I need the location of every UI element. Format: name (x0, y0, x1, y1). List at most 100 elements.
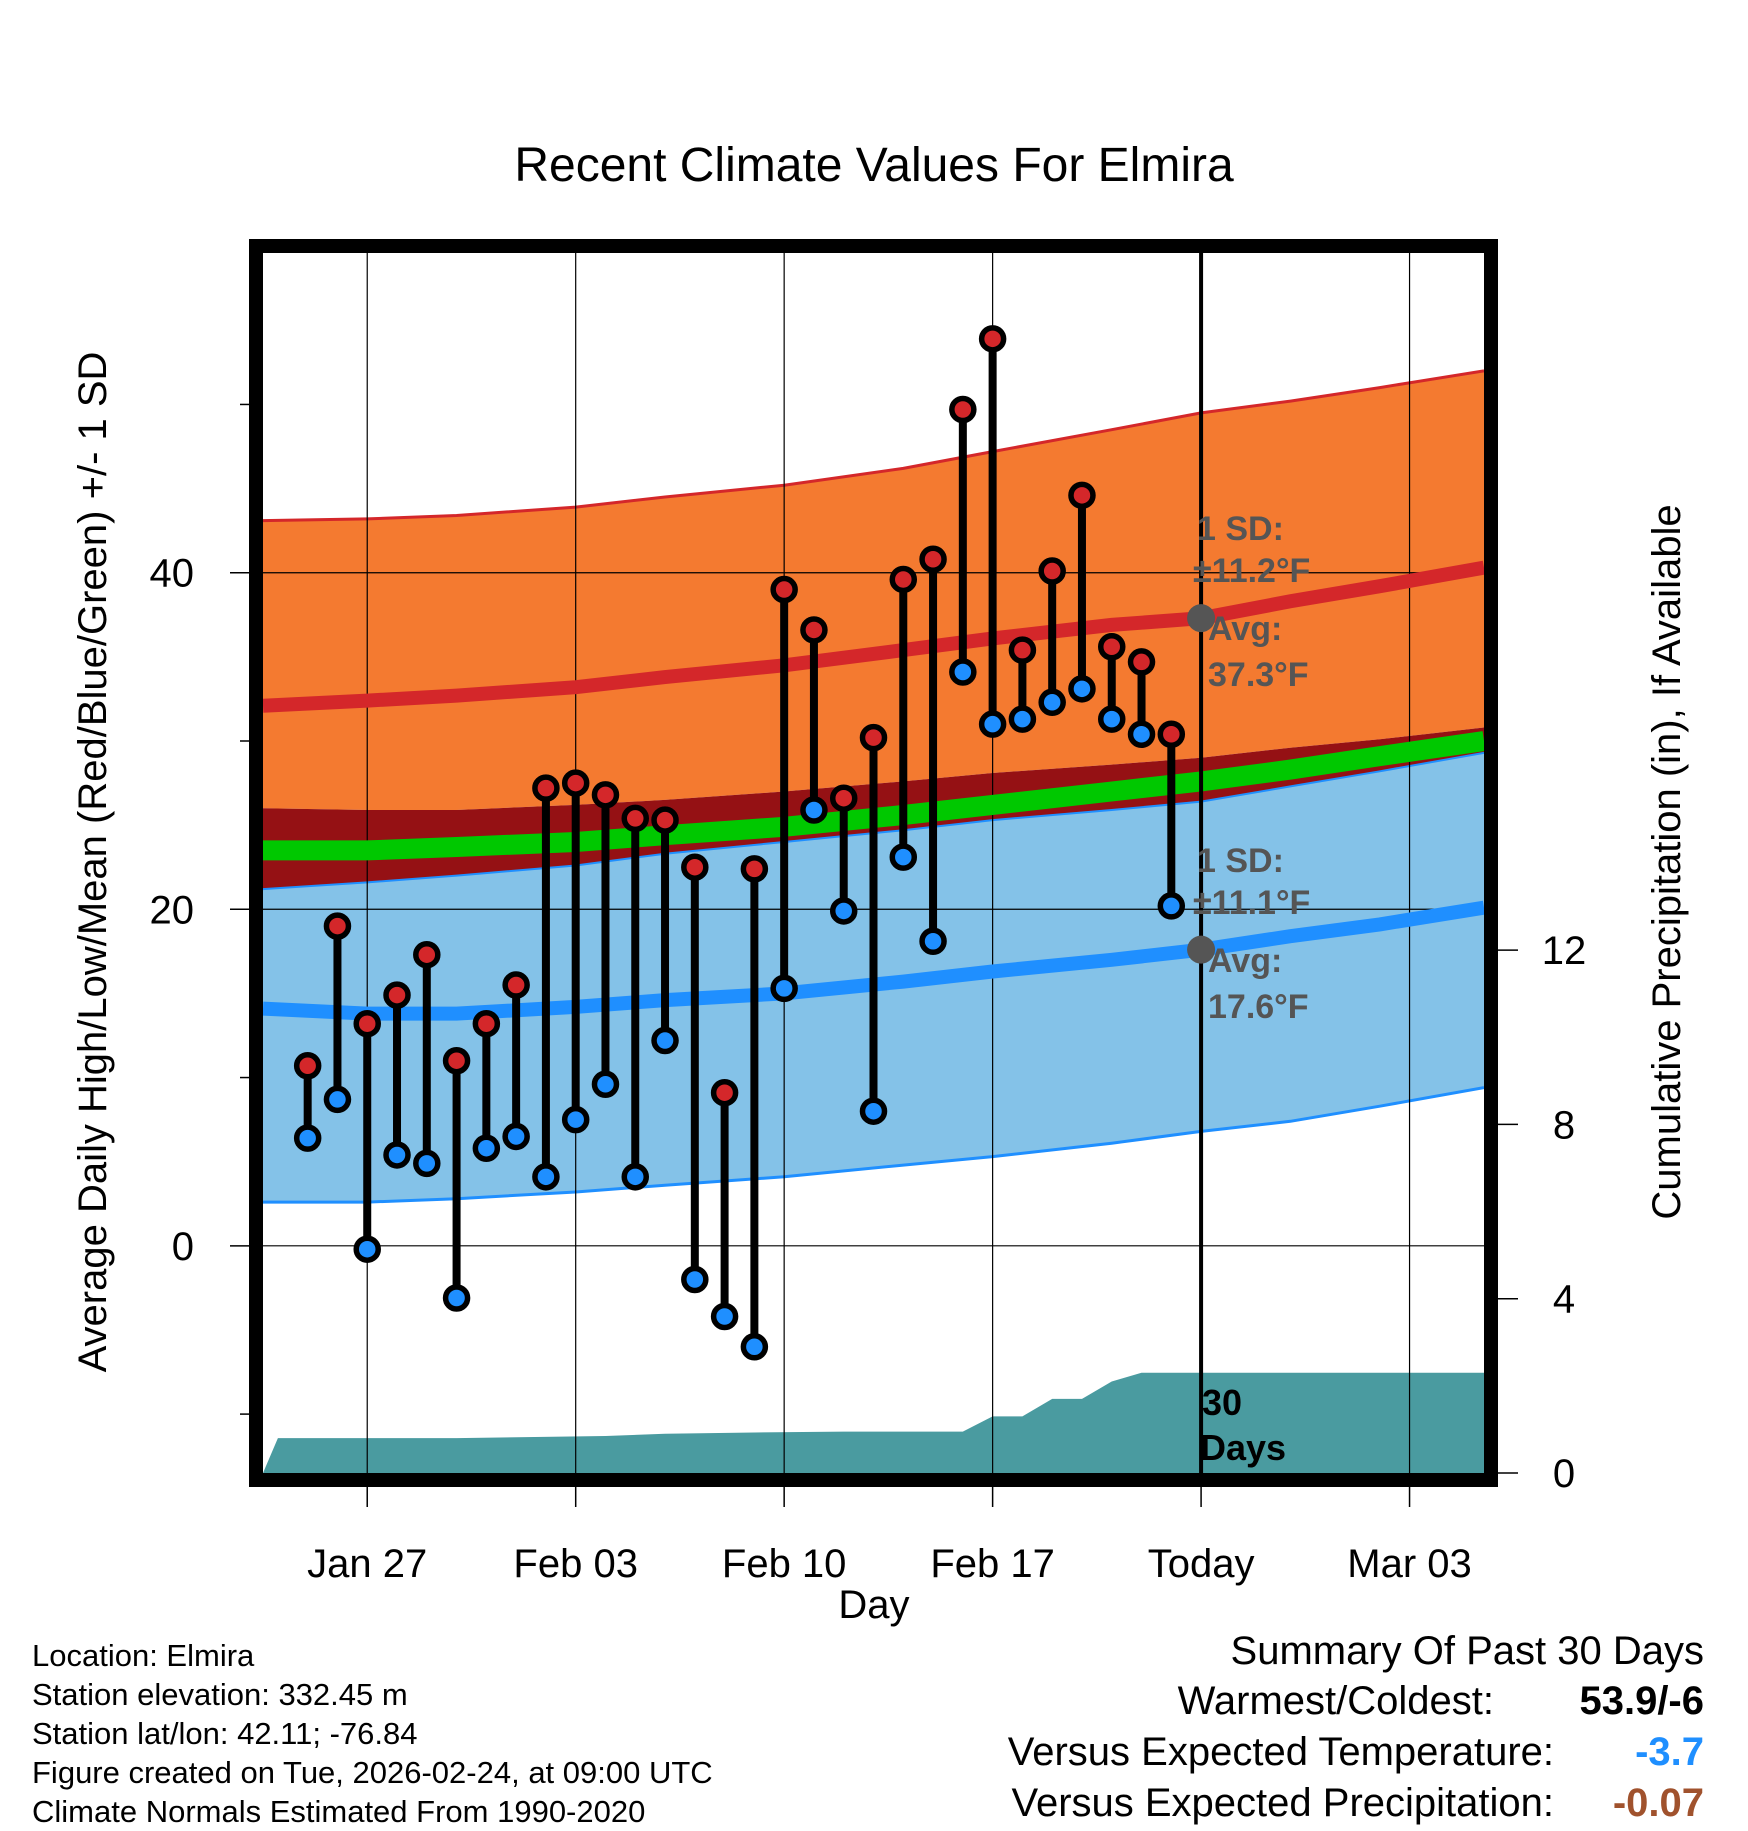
low-avg-value: 17.6°F (1208, 988, 1309, 1026)
obs-low-point (502, 1122, 530, 1151)
high-sd-value: ±11.2°F (1193, 552, 1310, 590)
obs-high-point (293, 1052, 322, 1080)
obs-high-point (651, 806, 679, 834)
summary-panel: Summary Of Past 30 Days Warmest/Coldest:… (904, 1626, 1704, 1829)
y2-tick-label: 8 (1553, 1103, 1575, 1147)
y-tick-label: 20 (150, 888, 195, 932)
summary-title: Summary Of Past 30 Days (1230, 1629, 1704, 1673)
low-avg-dot (1187, 935, 1216, 964)
obs-low-point (1038, 688, 1066, 717)
obs-high-point (413, 940, 441, 969)
obs-low-point (889, 843, 918, 871)
y2-tick-label: 4 (1553, 1278, 1575, 1322)
obs-low-point (1068, 675, 1096, 703)
obs-high-point (383, 981, 411, 1009)
y2-tick-label: 12 (1542, 929, 1587, 973)
precip-anomaly-label: Versus Expected Precipitation: (1011, 1781, 1554, 1825)
obs-low-point (949, 658, 977, 686)
obs-high-point (353, 1009, 381, 1038)
y-axis-label: Average Daily High/Low/Mean (Red/Blue/Gr… (71, 352, 115, 1373)
obs-high-point (740, 855, 769, 883)
plot-area (263, 253, 1484, 1473)
low-avg-label: Avg: (1208, 942, 1282, 980)
obs-high-point (770, 575, 798, 604)
high-avg-value: 37.3°F (1208, 656, 1309, 694)
latlon-text: Station lat/lon: 42.11; -76.84 (32, 1716, 418, 1751)
obs-high-point (1097, 633, 1126, 661)
axis-ticks (230, 403, 1518, 1507)
obs-high-point (1157, 720, 1186, 749)
obs-low-point (532, 1163, 560, 1191)
obs-low-point (770, 974, 798, 1003)
station-info: Location: Elmira Station elevation: 332.… (32, 1636, 713, 1831)
high-sd-label: 1 SD: (1197, 510, 1284, 548)
normals-text: Climate Normals Estimated From 1990-2020 (32, 1794, 646, 1829)
obs-low-point (561, 1105, 590, 1134)
annotations: 1 SD: ±11.2°F Avg: 37.3°F 1 SD: ±11.1°F … (1187, 510, 1310, 1468)
obs-high-point (502, 971, 530, 999)
y-tick-label: 0 (172, 1225, 194, 1269)
obs-low-point (1008, 705, 1037, 733)
location-text: Location: Elmira (32, 1638, 255, 1673)
obs-high-point (1068, 481, 1096, 510)
y-tick-label: 40 (150, 552, 195, 596)
obs-high-point (1127, 648, 1156, 676)
created-text: Figure created on Tue, 2026-02-24, at 09… (32, 1755, 713, 1790)
obs-low-point (978, 710, 1007, 738)
obs-low-point (413, 1149, 441, 1178)
obs-high-point (949, 395, 977, 424)
observations (293, 325, 1186, 1361)
days-note-number: 30 (1202, 1382, 1242, 1423)
obs-low-point (591, 1070, 620, 1099)
obs-high-point (472, 1009, 501, 1038)
obs-high-point (621, 804, 650, 833)
obs-low-point (293, 1124, 322, 1152)
high-avg-label: Avg: (1208, 610, 1282, 648)
cumulative-precip-area (263, 1372, 1484, 1473)
obs-high-point (323, 912, 352, 940)
obs-high-point (1008, 636, 1037, 664)
obs-low-point (681, 1265, 709, 1294)
obs-high-point (800, 616, 828, 644)
y2-tick-label: 0 (1553, 1452, 1575, 1496)
summary-row-precip: Versus Expected Precipitation: -0.07 (904, 1778, 1704, 1829)
obs-low-point (353, 1235, 381, 1263)
obs-high-point (919, 545, 947, 574)
obs-high-point (561, 769, 590, 797)
obs-high-point (532, 774, 560, 802)
obs-low-point (919, 927, 947, 955)
obs-low-point (1127, 720, 1156, 749)
x-tick-label: Today (1148, 1542, 1255, 1586)
obs-low-point (323, 1085, 352, 1114)
days-note-label: Days (1200, 1427, 1286, 1468)
obs-low-point (651, 1026, 679, 1055)
warmest-coldest-label: Warmest/Coldest: (1177, 1679, 1494, 1723)
obs-high-point (681, 853, 709, 881)
obs-low-point (859, 1097, 888, 1125)
obs-high-point (829, 784, 858, 812)
obs-high-point (889, 565, 918, 594)
elevation-text: Station elevation: 332.45 m (32, 1677, 408, 1712)
obs-high-point (710, 1078, 739, 1107)
obs-low-point (442, 1284, 471, 1312)
obs-low-point (621, 1163, 650, 1191)
low-sd-label: 1 SD: (1197, 842, 1284, 880)
plot-frame (249, 239, 1498, 1487)
obs-low-point (472, 1134, 501, 1162)
x-tick-label: Feb 03 (513, 1542, 638, 1586)
low-mean-line (263, 900, 1484, 1021)
x-tick-label: Mar 03 (1347, 1542, 1472, 1586)
y2-axis-label: Cumulative Precipitation (in), If Availa… (1645, 504, 1689, 1219)
obs-high-point (442, 1046, 471, 1075)
high-upper-sd-line (263, 369, 1484, 523)
tick-labels: 0 20 40 0 4 8 12 Jan 27 Feb 03 Feb 10 Feb 17 Today M… (150, 552, 1587, 1586)
obs-high-point (1038, 557, 1066, 585)
obs-low-point (740, 1333, 769, 1361)
chart-title: Recent Climate Values For Elmira (514, 139, 1234, 192)
obs-low-point (1157, 892, 1186, 920)
obs-low-point (800, 796, 828, 824)
high-avg-dot (1187, 604, 1216, 633)
obs-low-point (1097, 705, 1126, 733)
temp-anomaly-value: -3.7 (1635, 1730, 1704, 1774)
